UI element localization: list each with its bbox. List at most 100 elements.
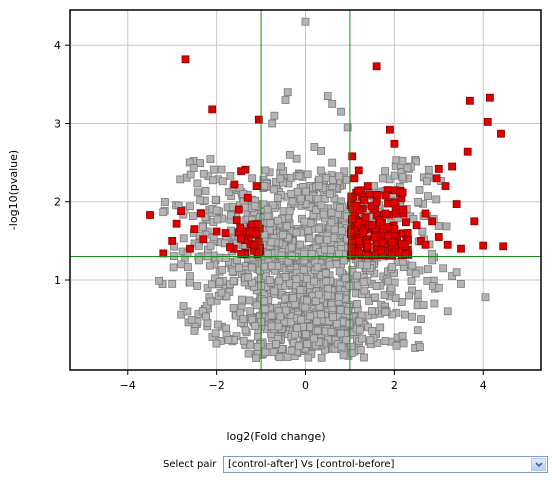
point-significant [381,209,390,218]
point-not-significant [276,312,285,321]
point-not-significant [430,299,439,308]
point-not-significant [295,172,304,181]
point-not-significant [381,308,390,317]
axis-ticks: −4 −2 0 2 4 1 2 3 4 [54,39,487,392]
point-not-significant [263,205,272,214]
y-axis-title: -log10(pvalue) [7,150,20,230]
point-not-significant [315,235,324,244]
point-significant [236,223,245,232]
point-not-significant [267,261,276,270]
point-not-significant [296,240,305,249]
point-not-significant [325,189,334,198]
point-significant [354,236,363,245]
point-not-significant [439,264,448,273]
point-not-significant [317,201,326,210]
point-not-significant [187,316,196,324]
point-not-significant [253,342,262,351]
point-not-significant [186,170,195,179]
point-not-significant [217,165,226,174]
point-significant [441,182,450,191]
point-not-significant [342,335,351,344]
point-not-significant [303,340,312,349]
point-significant [354,186,363,195]
point-significant [199,235,208,244]
point-not-significant [272,340,281,348]
point-not-significant [305,312,314,321]
point-not-significant [285,207,294,216]
point-significant [197,209,206,218]
point-significant [208,105,217,114]
point-not-significant [301,17,310,26]
point-not-significant [423,265,432,274]
point-not-significant [378,174,387,183]
point-not-significant [352,299,361,308]
point-not-significant [317,146,326,155]
point-not-significant [328,100,337,108]
point-not-significant [414,197,423,206]
point-not-significant [398,172,407,181]
select-pair-dropdown[interactable]: [control-after] Vs [control-before] [223,456,548,473]
point-significant [401,218,410,227]
point-significant [186,244,194,253]
point-significant [350,174,359,183]
point-significant [190,225,199,234]
point-not-significant [248,315,257,324]
point-significant [403,229,412,237]
dropdown-arrow-button[interactable] [531,458,546,471]
point-not-significant [198,222,207,231]
point-not-significant [384,277,393,286]
point-significant [479,241,488,250]
point-significant [421,209,430,218]
point-not-significant [193,188,202,197]
point-not-significant [418,227,427,236]
point-significant [361,213,370,222]
x-tick-label: −2 [209,379,225,392]
point-not-significant [278,344,287,353]
significant-points [146,55,508,260]
y-tick-label: 4 [54,39,61,52]
point-not-significant [307,250,316,258]
point-significant [432,174,441,183]
point-not-significant [412,157,421,166]
point-not-significant [177,260,186,269]
point-not-significant [260,262,269,271]
point-significant [370,251,379,260]
point-significant [421,240,430,249]
point-not-significant [337,342,346,351]
select-pair-value: [control-after] Vs [control-before] [228,459,395,470]
point-not-significant [356,346,365,354]
point-not-significant [261,348,270,357]
point-not-significant [319,210,328,219]
point-not-significant [159,208,168,217]
point-not-significant [285,150,294,159]
point-not-significant [345,282,354,291]
point-not-significant [275,353,284,362]
point-not-significant [186,272,194,281]
point-not-significant [358,334,367,343]
point-not-significant [245,296,254,305]
point-not-significant [252,301,261,310]
point-not-significant [408,312,416,321]
point-not-significant [452,268,461,277]
point-not-significant [188,212,197,221]
point-not-significant [273,216,282,225]
point-not-significant [183,263,192,271]
point-not-significant [303,170,312,179]
point-significant [372,197,381,206]
point-not-significant [287,346,296,355]
point-significant [348,152,357,161]
point-significant [232,216,241,225]
point-not-significant [237,295,246,304]
point-not-significant [208,176,217,185]
point-not-significant [360,286,369,295]
point-not-significant [381,167,390,176]
point-significant [483,118,492,126]
x-tick-label: 2 [391,379,398,392]
point-not-significant [296,286,305,295]
point-not-significant [337,107,345,116]
point-not-significant [310,277,318,286]
point-not-significant [190,326,199,335]
point-not-significant [185,158,194,167]
point-significant [370,233,379,241]
point-not-significant [419,301,428,310]
